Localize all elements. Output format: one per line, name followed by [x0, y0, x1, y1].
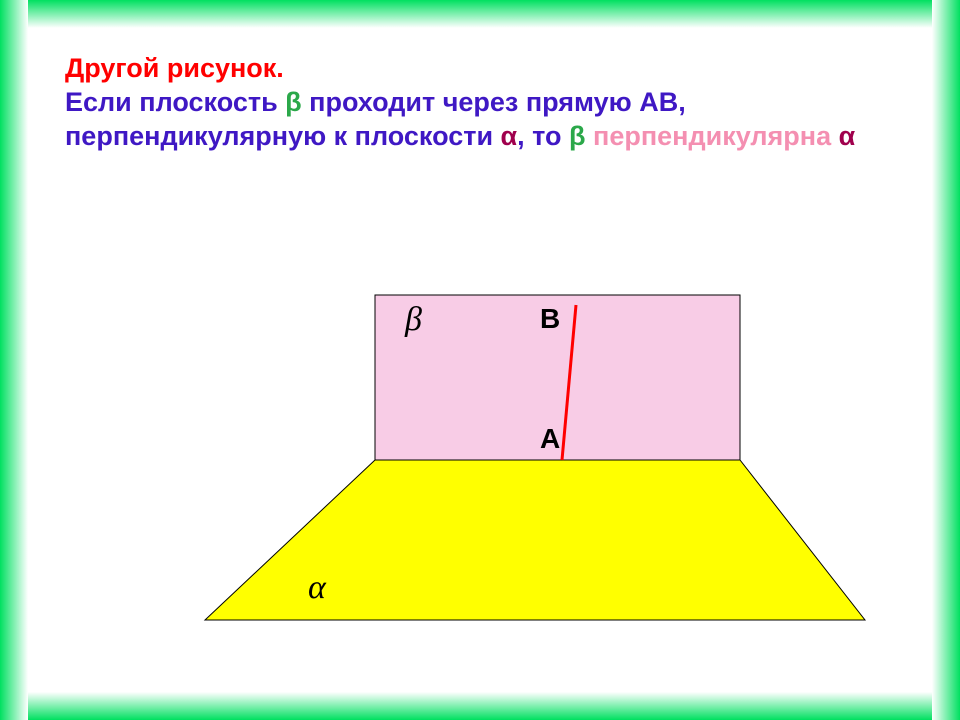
label-B: B	[540, 303, 560, 334]
label-A: A	[540, 423, 560, 454]
label-alpha: α	[308, 569, 327, 606]
diagram-svg: β α B A	[0, 0, 960, 720]
label-beta: β	[404, 301, 422, 338]
plane-alpha	[205, 460, 865, 620]
slide-frame: Другой рисунок. Если плоскость β проходи…	[0, 0, 960, 720]
